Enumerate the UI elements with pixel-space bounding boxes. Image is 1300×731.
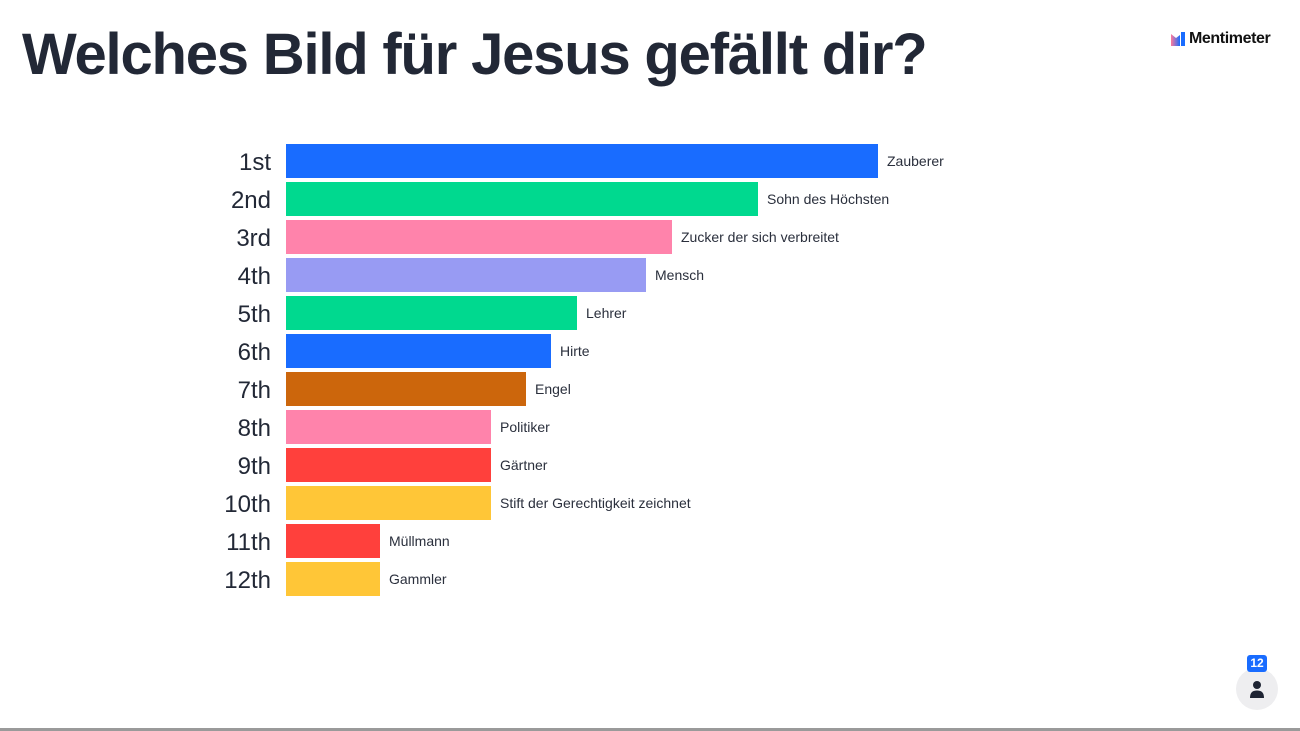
mentimeter-logo-icon [1171,32,1185,46]
bar-label: Stift der Gerechtigkeit zeichnet [500,495,691,511]
rank-label: 1st [239,149,271,176]
bar [286,258,646,292]
bar [286,562,380,596]
bar [286,296,577,330]
rank-label: 12th [224,567,271,594]
bar-label: Müllmann [389,533,450,549]
bar-label: Gammler [389,571,447,587]
brand-name: Mentimeter [1189,30,1271,47]
bar [286,372,526,406]
rank-label: 3rd [236,225,271,252]
bar-label: Sohn des Höchsten [767,191,889,207]
bar [286,220,672,254]
bottom-divider [0,728,1300,731]
rank-label: 10th [224,491,271,518]
person-icon [1250,681,1264,698]
participants-indicator[interactable]: 12 [1236,655,1280,710]
bar [286,448,491,482]
rank-label: 6th [238,339,271,366]
participant-count-badge: 12 [1247,655,1267,672]
bar [286,144,878,178]
rank-label: 11th [226,529,271,556]
bar-label: Engel [535,381,571,397]
rank-label: 9th [238,453,271,480]
bar-label: Gärtner [500,457,548,473]
bar [286,524,380,558]
rank-label: 4th [238,263,271,290]
bar [286,182,758,216]
bar-label: Lehrer [586,305,627,321]
bar [286,410,491,444]
page-title: Welches Bild für Jesus gefällt dir? [22,22,928,87]
bar-label: Politiker [500,419,550,435]
participants-button[interactable] [1236,668,1278,710]
rank-label: 5th [238,301,271,328]
bar-label: Mensch [655,267,704,283]
rank-label: 8th [238,415,271,442]
mentimeter-logo: Mentimeter [1171,30,1271,48]
bar-label: Zucker der sich verbreitet [681,229,839,245]
rank-label: 7th [238,377,271,404]
rank-label: 2nd [231,187,271,214]
bar [286,486,491,520]
bar-label: Zauberer [887,153,944,169]
bar-label: Hirte [560,343,590,359]
bar [286,334,551,368]
